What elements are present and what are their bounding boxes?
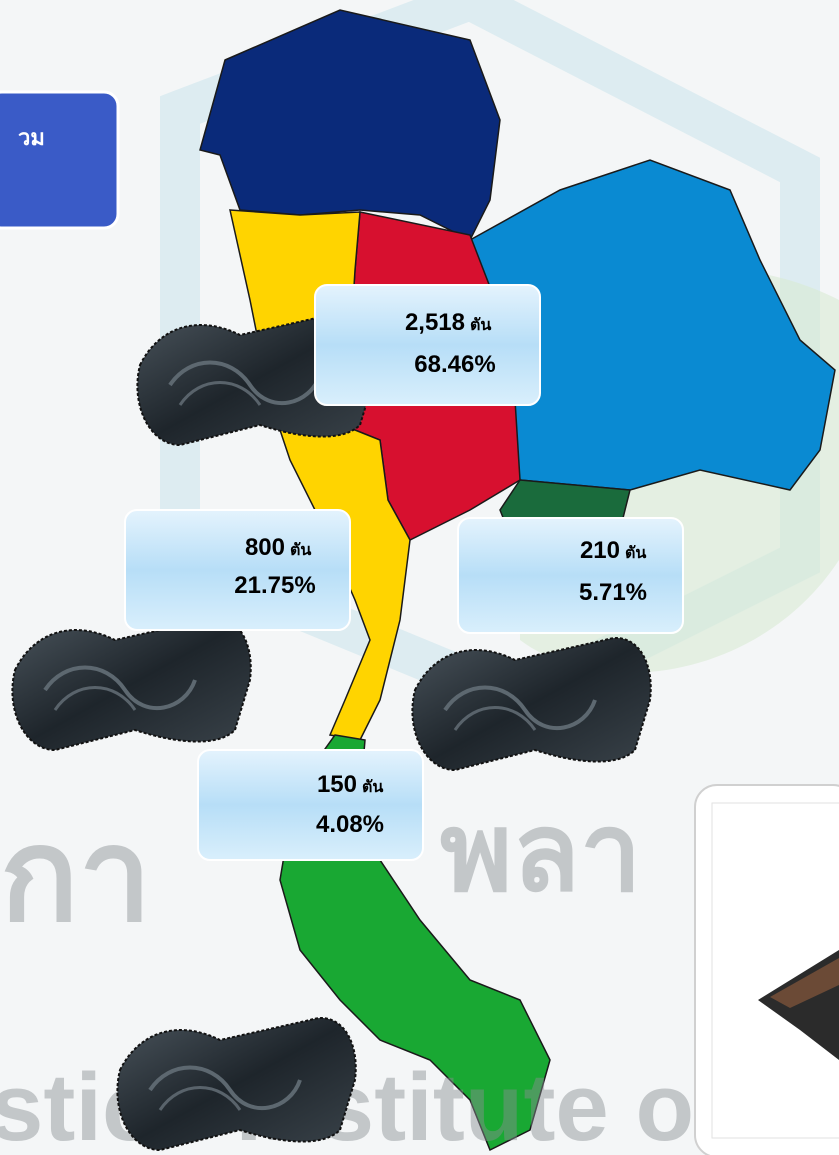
unit: ตัน (470, 316, 491, 334)
callout: 2,518 ตัน 68.46% (315, 285, 540, 405)
title-fragment: วม (18, 125, 45, 150)
amount: 2,518 (405, 309, 465, 336)
page: วม กา พลา stics Institute of 2,518 ตัน 6… (0, 0, 839, 1155)
watermark-thai: พลา (440, 791, 642, 914)
amount: 150 (317, 771, 357, 798)
region-north (200, 10, 500, 240)
unit: ตัน (290, 541, 311, 559)
share: 4.08% (316, 811, 384, 838)
amount: 800 (245, 534, 285, 561)
share: 21.75% (234, 572, 315, 599)
callout: 800 ตัน 21.75% (125, 510, 350, 630)
unit: ตัน (362, 778, 383, 796)
amount: 210 (580, 537, 620, 564)
title-box (0, 92, 118, 228)
callout: 150 ตัน 4.08% (198, 750, 423, 860)
watermark-english: stics Institute of (0, 1054, 727, 1155)
belt-icon (12, 618, 250, 750)
callout: 210 ตัน 5.71% (458, 518, 683, 633)
belt-icon (412, 638, 650, 770)
unit: ตัน (625, 544, 646, 562)
watermark-thai: กา (0, 802, 152, 948)
belt-icon (117, 1018, 355, 1150)
share: 68.46% (414, 351, 495, 378)
share: 5.71% (579, 579, 647, 606)
